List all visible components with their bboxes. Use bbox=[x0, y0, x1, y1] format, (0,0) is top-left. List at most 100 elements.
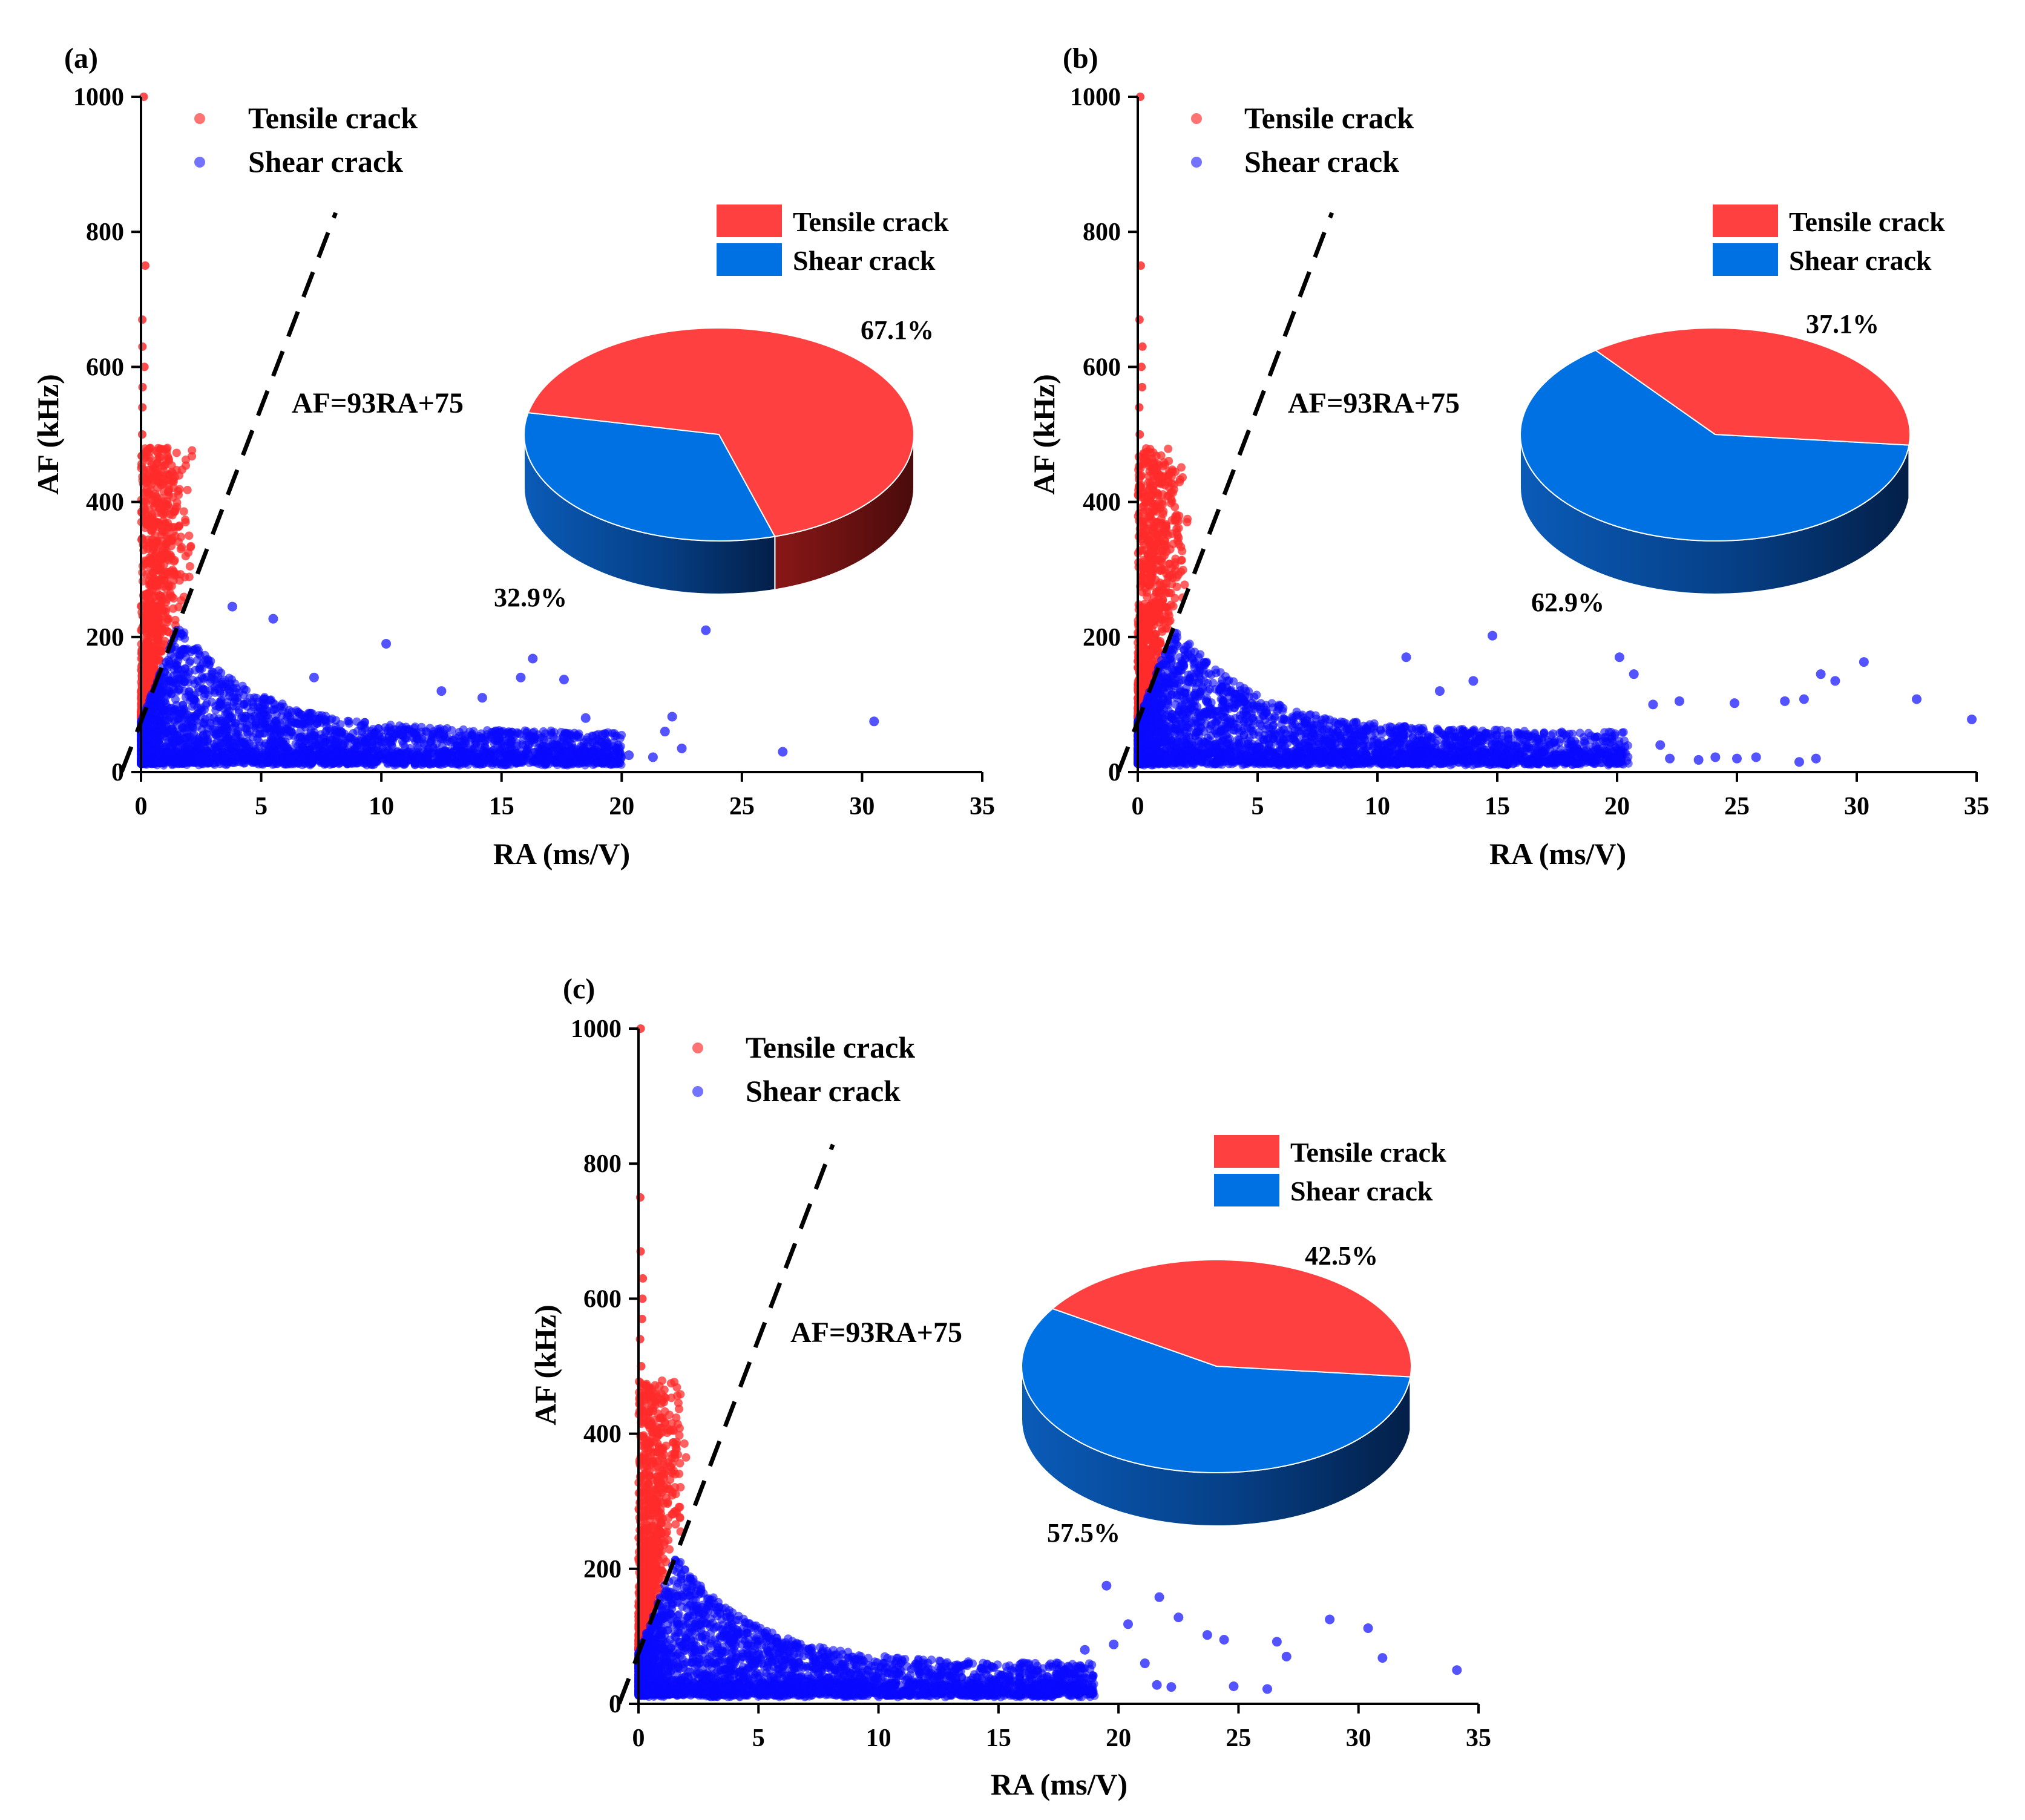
panel-a-scatter bbox=[137, 93, 879, 770]
panel-a-tensile-point bbox=[153, 633, 162, 642]
panel-a-shear-point bbox=[202, 699, 211, 708]
panel-a-tensile-point bbox=[184, 548, 193, 557]
panel-a-shear-point bbox=[560, 728, 569, 738]
panel-a-shear-point bbox=[182, 646, 191, 655]
panel-a-shear-point bbox=[502, 728, 511, 737]
panel-a-shear-point bbox=[204, 656, 213, 665]
panel-a-shear-outlier bbox=[667, 712, 677, 722]
panel-a-shear-point bbox=[190, 750, 199, 759]
panel-a-tensile-point bbox=[151, 489, 160, 499]
panel-a-tensile-point bbox=[147, 650, 156, 659]
panel-a-tensile-point bbox=[152, 469, 161, 478]
panel-a-shear-point bbox=[374, 724, 383, 733]
panel-a-tensile-point bbox=[138, 472, 147, 481]
panel-b-tensile-point bbox=[1177, 463, 1186, 472]
panel-a-legend-tensile-marker bbox=[194, 113, 205, 124]
panel-a-shear-point bbox=[185, 658, 194, 667]
panel-a-shear-point bbox=[250, 693, 259, 702]
panel-a-shear-outlier bbox=[309, 672, 319, 682]
panel-a-tensile-point bbox=[157, 592, 166, 601]
panel-a-shear-point bbox=[591, 736, 600, 745]
panel-a-shear-point bbox=[609, 760, 618, 769]
panel-a-shear-point bbox=[153, 757, 162, 766]
panel-a-shear-point bbox=[162, 685, 171, 694]
panel-a-tensile-point bbox=[164, 454, 173, 463]
panel-a-shear-point bbox=[382, 752, 392, 761]
panel-a-shear-point bbox=[258, 760, 267, 769]
panel-a-shear-outlier bbox=[227, 601, 237, 612]
panel-a-shear-point bbox=[413, 754, 422, 763]
panel-a-tensile-point bbox=[145, 603, 154, 612]
panel-b-tensile-point bbox=[1147, 463, 1157, 473]
panel-a-shear-point bbox=[609, 750, 618, 759]
panel-a-shear-point bbox=[331, 737, 340, 746]
panel-a-shear-point bbox=[306, 716, 315, 725]
panel-a-tensile-point bbox=[162, 500, 171, 509]
panel-a-shear-point bbox=[399, 725, 409, 735]
panel-a-shear-point bbox=[357, 737, 366, 746]
panel-a-shear-point bbox=[543, 748, 553, 757]
panel-a-tensile-point bbox=[155, 453, 164, 462]
panel-a-shear-point bbox=[181, 706, 190, 715]
panel-a-tensile-point bbox=[182, 455, 191, 464]
panel-a-tensile-point bbox=[164, 480, 173, 489]
panel-a-tensile-point bbox=[148, 522, 157, 531]
panel-a-shear-point bbox=[258, 695, 267, 704]
panel-a-shear-point bbox=[441, 734, 450, 743]
panel-a-shear-point bbox=[284, 746, 294, 755]
panel-a-tensile-point bbox=[167, 536, 176, 545]
panel-a-shear-point bbox=[187, 728, 196, 737]
panel-a-shear-outlier bbox=[268, 614, 278, 624]
panel-a-tensile-point bbox=[157, 530, 166, 539]
panel-a-tensile-point bbox=[150, 613, 159, 622]
panel-a-x-label: RA (ms/V) bbox=[493, 837, 630, 871]
panel-a-shear-point bbox=[527, 732, 536, 741]
panel-a-tensile-point bbox=[145, 444, 154, 453]
panel-a-shear-point bbox=[291, 718, 300, 727]
panel-a-shear-point bbox=[188, 695, 197, 704]
panel-a-shear-point bbox=[573, 733, 582, 742]
panel-a-shear-point bbox=[306, 725, 315, 735]
panel-a-shear-point bbox=[481, 736, 490, 745]
panel-a-x-tick-label: 0 bbox=[135, 793, 148, 820]
panel-a-x-tick-label: 25 bbox=[729, 793, 755, 820]
panel-a-shear-outlier bbox=[436, 686, 447, 696]
panel-a-shear-outlier bbox=[559, 675, 569, 685]
panel-a-x-tick-label: 5 bbox=[255, 793, 267, 820]
panel-a-shear-point bbox=[411, 722, 420, 732]
panel-a-label: (a) bbox=[64, 42, 98, 74]
panel-a-tensile-point bbox=[172, 498, 182, 507]
panel-a-tensile-point bbox=[170, 473, 179, 482]
panel-a-tensile-point bbox=[142, 641, 151, 650]
panel-a-shear-point bbox=[251, 723, 260, 732]
panel-a-y-tick-label: 800 bbox=[86, 218, 124, 246]
panel-a-tensile-point bbox=[174, 603, 183, 612]
panel-a-shear-point bbox=[293, 707, 302, 716]
panel-a-shear-point bbox=[579, 758, 588, 767]
panel-a-shear-point bbox=[327, 751, 336, 761]
panel-a-shear-point bbox=[307, 709, 316, 718]
panel-a-shear-point bbox=[283, 709, 292, 718]
panel-a-x-tick-label: 15 bbox=[489, 793, 514, 820]
panel-a-shear-point bbox=[191, 644, 200, 653]
panel-a-shear-point bbox=[512, 755, 521, 764]
panel-a-shear-point bbox=[185, 687, 194, 696]
panel-a-shear-point bbox=[281, 760, 290, 769]
panel-a-shear-point bbox=[237, 751, 246, 760]
panel-a-shear-point bbox=[242, 698, 251, 707]
panel-a-tensile-point bbox=[148, 538, 157, 548]
panel-a-pie-legend-shear-label: Shear crack bbox=[793, 245, 936, 276]
panel-a-y-label: AF (kHz) bbox=[31, 374, 65, 495]
panel-a-shear-point bbox=[264, 711, 273, 720]
panel-a-shear-point bbox=[254, 702, 263, 712]
panel-a-shear-point bbox=[495, 734, 504, 743]
panel-a-shear-point bbox=[173, 706, 182, 715]
panel-a-shear-outlier bbox=[648, 752, 658, 762]
panel-a-shear-point bbox=[435, 760, 444, 769]
panel-a-shear-point bbox=[370, 756, 379, 765]
panel-b-tensile-point bbox=[1164, 444, 1173, 453]
panel-a-shear-outlier bbox=[563, 747, 574, 757]
panel-a-tensile-point bbox=[141, 261, 150, 270]
